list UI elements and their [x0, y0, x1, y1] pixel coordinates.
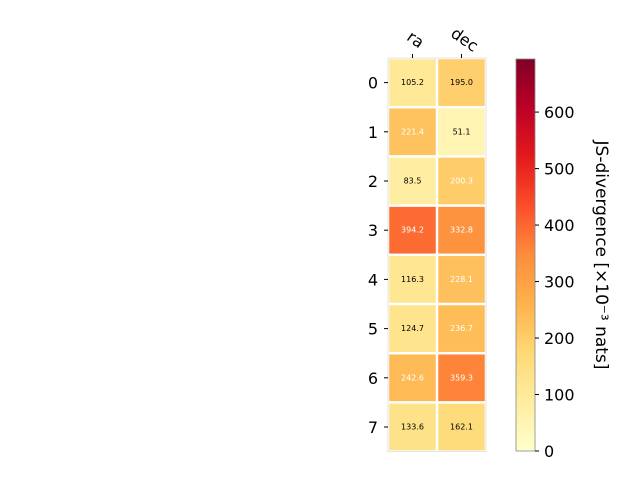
cell-value-label: 105.2 [401, 78, 424, 87]
heatmap-cell [389, 354, 436, 402]
row-label: 5 [368, 320, 378, 339]
cell-value-label: 242.6 [401, 373, 424, 382]
cell-value-label: 51.1 [453, 127, 471, 136]
cell-value-label: 228.1 [450, 275, 473, 284]
cell-value-label: 394.2 [401, 226, 424, 235]
heatmap-cell [438, 157, 485, 205]
heatmap-cell [438, 305, 485, 352]
cell-value-label: 332.8 [450, 226, 473, 235]
colorbar-tick-label: 100 [544, 386, 575, 405]
row-label: 4 [368, 270, 378, 289]
heatmap-cell [389, 305, 436, 352]
heatmap-cells: 105.2 195.0 221.4 51.1 83.5 200.3 394.2 332.8 11… [387, 57, 487, 453]
heatmap-cell [438, 403, 485, 451]
heatmap-cell [389, 59, 436, 106]
heatmap-frame [387, 57, 487, 453]
heatmap-cell [389, 256, 436, 303]
colorbar-tick-label: 500 [544, 160, 575, 179]
heatmap-cell [389, 206, 436, 254]
cell-value-label: 359.3 [450, 373, 473, 382]
row-label: 2 [368, 172, 378, 191]
colorbar-tick-label: 0 [544, 442, 554, 461]
row-label: 6 [368, 369, 378, 388]
cell-value-label: 200.3 [450, 177, 473, 186]
colorbar-tick-label: 300 [544, 273, 575, 292]
row-labels: 0 1 2 3 4 5 6 7 [368, 74, 388, 437]
colorbar: 0 100 200 300 400 500 600 JS-divergence [×10⁻³… [515, 58, 611, 461]
colorbar-tick-label: 200 [544, 329, 575, 348]
cell-value-label: 124.7 [401, 324, 424, 333]
cell-value-label: 83.5 [404, 177, 422, 186]
colorbar-label: JS-divergence [×10⁻³ nats] [591, 140, 611, 370]
heatmap-cell [438, 354, 485, 402]
colorbar-ticks: 0 100 200 300 400 500 600 [535, 103, 575, 461]
cell-value-label: 116.3 [401, 275, 424, 284]
colorbar-tick-label: 600 [544, 103, 575, 122]
heatmap-cell [389, 108, 436, 156]
row-label: 3 [368, 221, 378, 240]
column-label: ra [403, 27, 427, 52]
cell-value-label: 133.6 [401, 423, 424, 432]
column-labels: ra dec [403, 23, 482, 58]
row-label: 7 [368, 418, 378, 437]
heatmap-cell [438, 206, 485, 254]
heatmap-cell [438, 59, 485, 106]
cell-value-label: 221.4 [401, 127, 424, 136]
row-label: 1 [368, 123, 378, 142]
cell-value-label: 195.0 [450, 78, 473, 87]
colorbar-tick-label: 400 [544, 216, 575, 235]
heatmap-cell [389, 157, 436, 205]
colorbar-gradient [515, 58, 536, 452]
heatmap-cell [389, 403, 436, 451]
cell-value-label: 162.1 [450, 423, 473, 432]
heatmap-cell [438, 256, 485, 303]
row-label: 0 [368, 74, 378, 93]
column-label: dec [447, 23, 481, 55]
heatmap-cell [438, 108, 485, 156]
cell-value-label: 236.7 [450, 324, 473, 333]
